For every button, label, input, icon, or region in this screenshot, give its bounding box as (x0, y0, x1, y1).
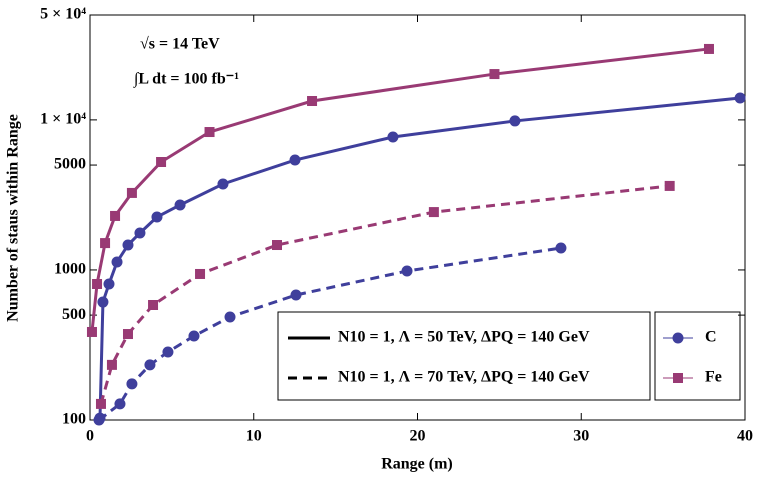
annotation: √s = 14 TeV (140, 36, 220, 53)
marker (122, 239, 134, 251)
y-tick-label: 1 × 10⁴ (40, 111, 86, 128)
marker (195, 268, 206, 279)
marker (148, 299, 159, 310)
marker (509, 115, 521, 127)
marker (188, 330, 200, 342)
marker (672, 332, 684, 344)
legend-label: Fe (705, 369, 722, 386)
marker (93, 414, 105, 426)
y-tick-label: 1000 (54, 261, 86, 278)
series-line (90, 47, 710, 333)
marker (489, 69, 500, 80)
marker (703, 43, 714, 54)
y-axis-label: Number of staus within Range (5, 114, 22, 322)
marker (272, 240, 283, 251)
marker (428, 207, 439, 218)
marker (86, 326, 97, 337)
series-line (98, 246, 562, 422)
x-tick-label: 0 (86, 428, 94, 445)
marker (126, 187, 137, 198)
marker (387, 131, 399, 143)
marker (289, 154, 301, 166)
marker (734, 92, 746, 104)
marker (126, 378, 138, 390)
marker (95, 398, 106, 409)
marker (106, 359, 117, 370)
marker (100, 238, 111, 249)
x-tick-label: 20 (410, 428, 426, 445)
marker (162, 346, 174, 358)
marker (664, 180, 675, 191)
marker (290, 289, 302, 301)
legend-label: N10 = 1, Λ = 70 TeV, ΔPQ = 140 GeV (338, 369, 590, 386)
y-tick-label: 500 (62, 306, 86, 323)
x-axis-label: Range (m) (381, 456, 453, 473)
x-tick-label: 30 (573, 428, 589, 445)
y-tick-label: 100 (62, 411, 86, 428)
y-tick-label: 5 × 10⁴ (40, 6, 86, 23)
line-legend-box (277, 311, 651, 401)
marker (673, 373, 683, 383)
marker (151, 211, 163, 223)
legend-label: C (705, 329, 717, 346)
marker (134, 227, 146, 239)
marker (401, 265, 413, 277)
marker (307, 96, 318, 107)
marker (114, 398, 126, 410)
marker (204, 127, 215, 138)
marker (156, 157, 167, 168)
y-tick-label: 5000 (54, 156, 86, 173)
marker (224, 311, 236, 323)
marker (97, 296, 109, 308)
marker (110, 210, 121, 221)
marker (111, 256, 123, 268)
x-tick-label: 40 (737, 428, 753, 445)
series-line (99, 184, 670, 405)
marker (144, 359, 156, 371)
marker-legend-box (654, 311, 741, 401)
annotation: ∫L dt = 100 fb⁻¹ (133, 71, 239, 89)
marker (92, 278, 103, 289)
marker (174, 199, 186, 211)
marker (122, 329, 133, 340)
legend-label: N10 = 1, Λ = 50 TeV, ΔPQ = 140 GeV (338, 329, 590, 346)
marker (217, 178, 229, 190)
marker (103, 278, 115, 290)
x-tick-label: 10 (246, 428, 262, 445)
marker (555, 242, 567, 254)
